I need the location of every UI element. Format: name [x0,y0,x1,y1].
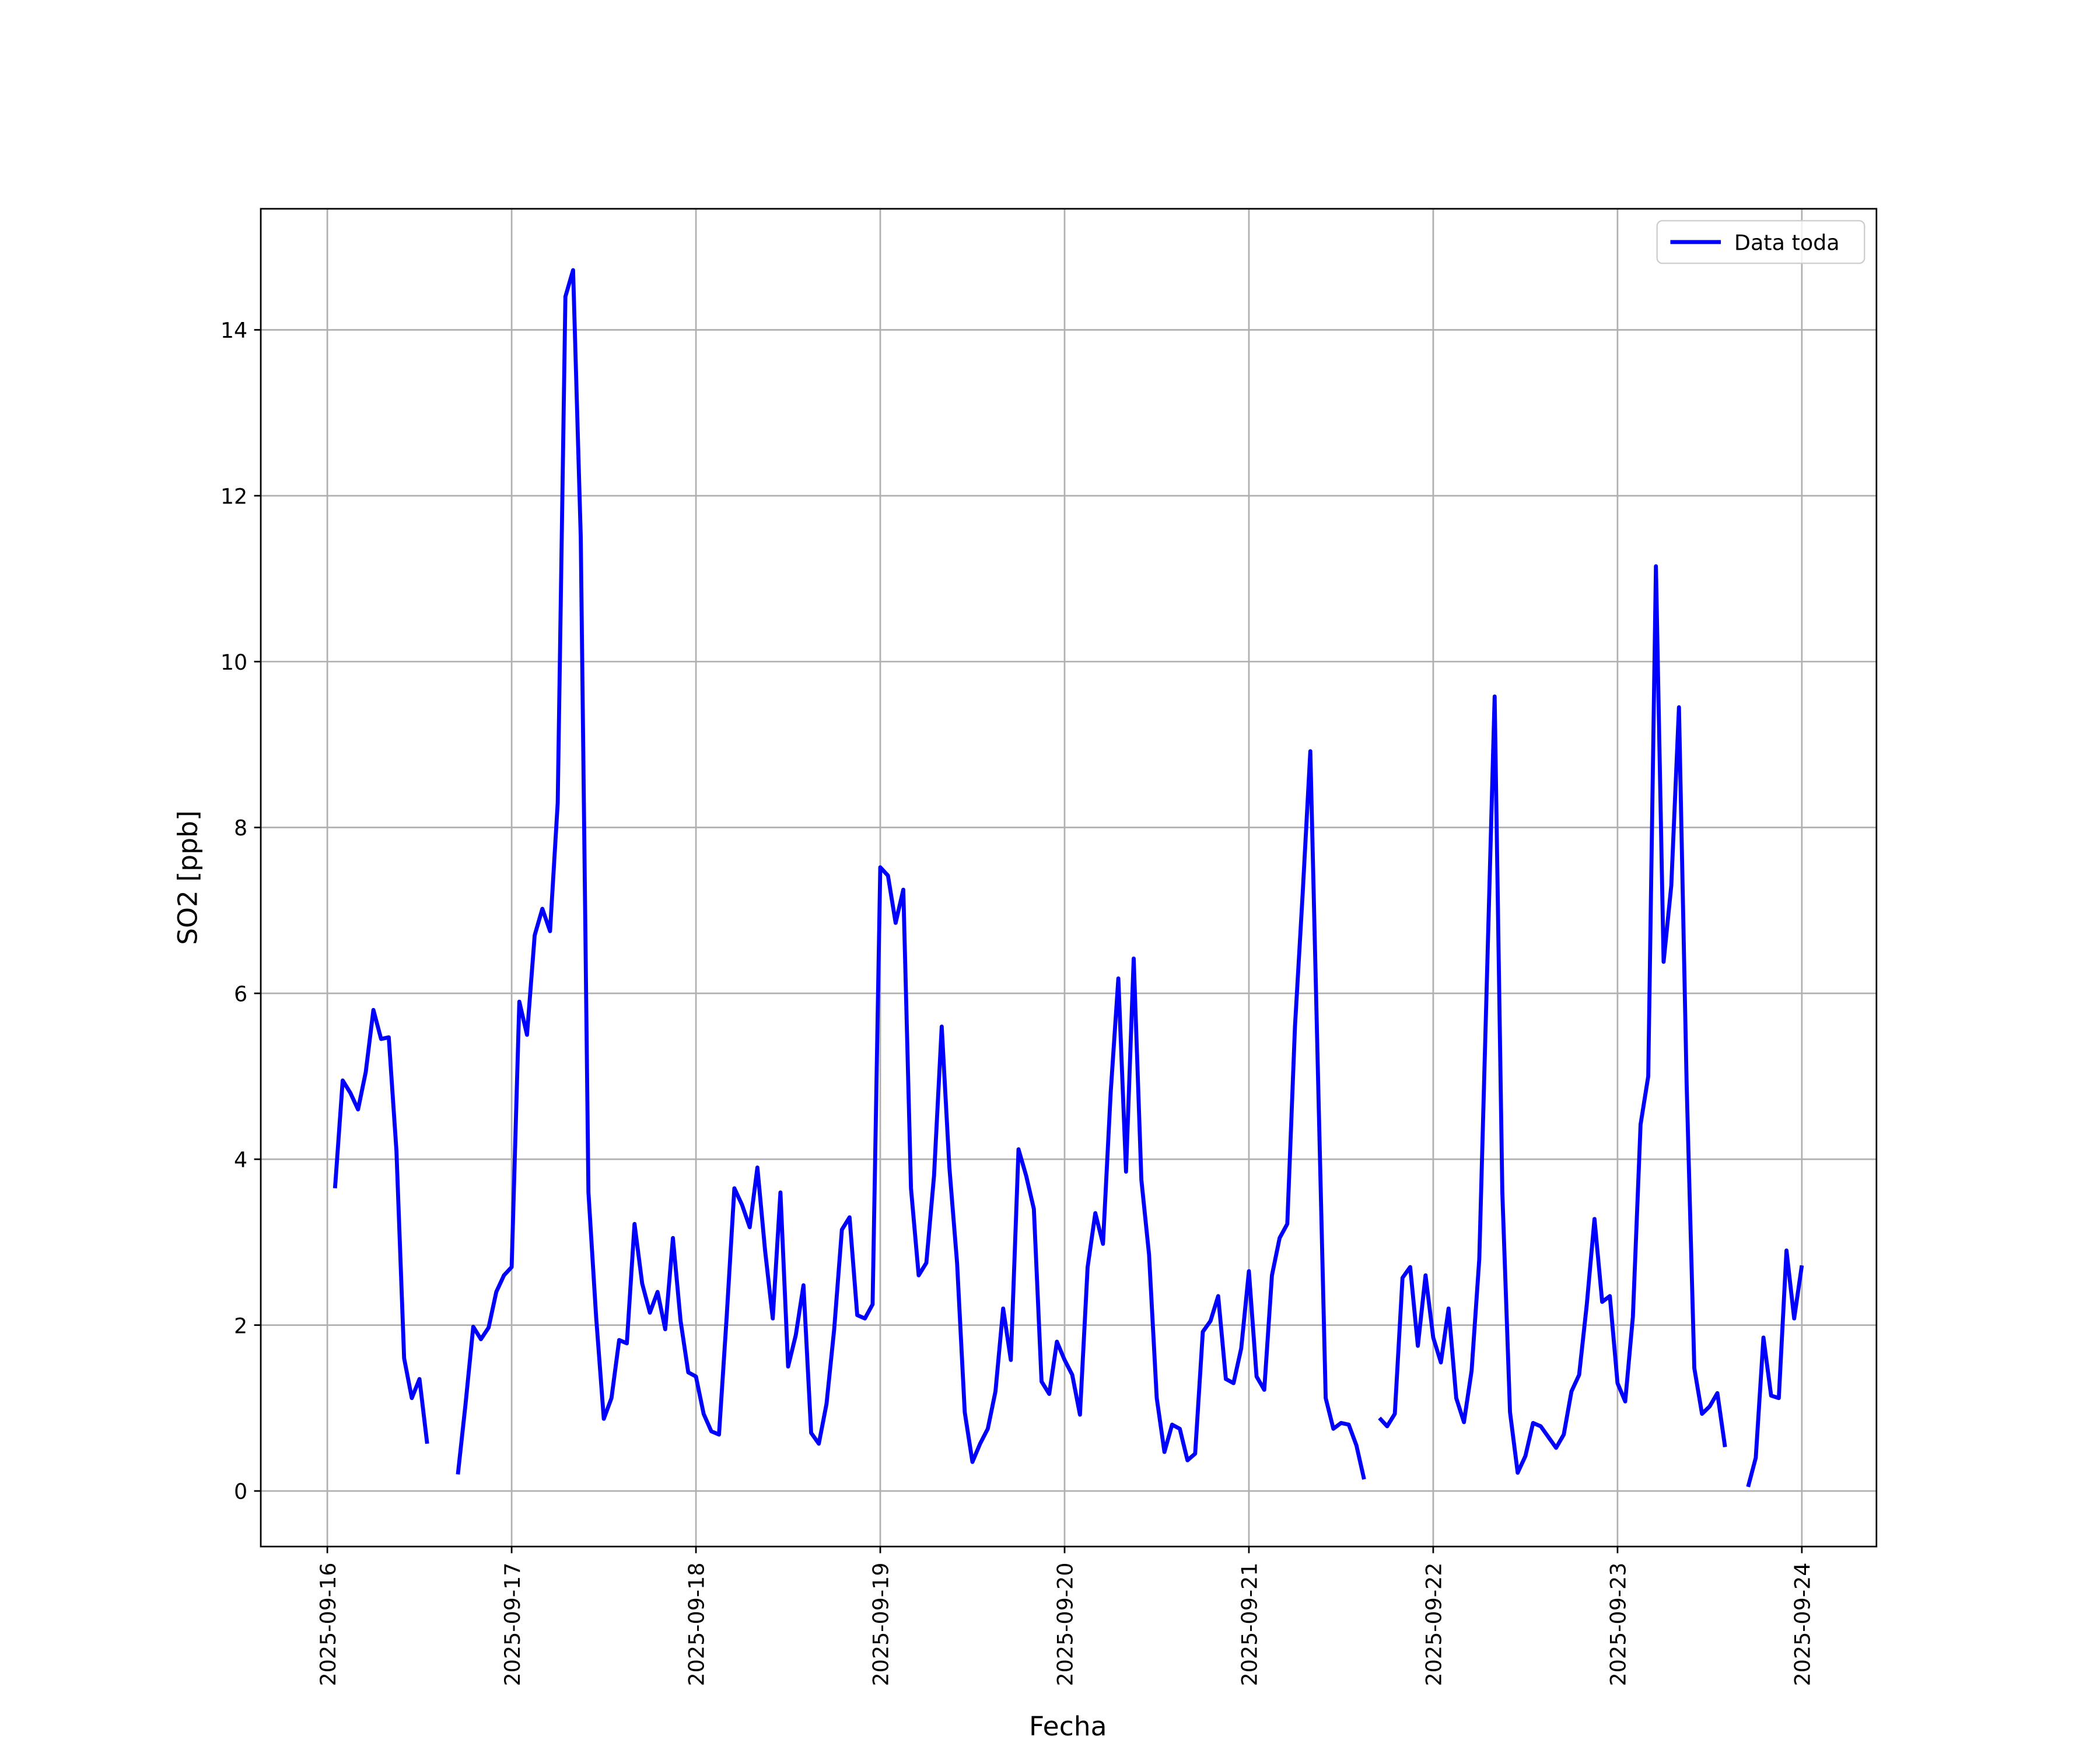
y-axis-label: SO2 [ppb] [173,810,204,945]
ticks: 0 2 4 6 8 10 12 14 2025-09-16 2025-09-17 2025-09-1… [220,318,1815,1686]
y-tick-label: 8 [234,816,247,841]
y-tick-label: 12 [220,484,247,509]
x-tick-label: 2025-09-23 [1606,1563,1631,1686]
x-tick-label: 2025-09-24 [1790,1563,1815,1686]
axes-frame [260,208,1878,1548]
data-line [332,268,1804,1488]
x-axis-label: Fecha [1029,1711,1107,1742]
x-tick-label: 2025-09-20 [1053,1563,1078,1686]
x-tick-label: 2025-09-18 [684,1563,709,1686]
y-tick-label: 10 [220,650,247,675]
legend: Data toda [1656,220,1866,264]
x-tick-label: 2025-09-16 [316,1563,341,1686]
x-tick-label: 2025-09-22 [1422,1563,1447,1686]
x-tick-label: 2025-09-17 [500,1563,525,1686]
y-tick-label: 4 [234,1147,247,1172]
y-tick-label: 0 [234,1479,247,1504]
y-tick-label: 14 [220,318,247,343]
legend-box [1656,220,1866,264]
x-tick-label: 2025-09-21 [1237,1563,1262,1686]
y-tick-label: 2 [234,1313,247,1338]
legend-label: Data toda [1734,230,1840,256]
plot-area [332,268,1804,1488]
x-tick-label: 2025-09-19 [869,1563,894,1686]
grid [261,208,1877,1547]
y-tick-label: 6 [234,982,247,1007]
